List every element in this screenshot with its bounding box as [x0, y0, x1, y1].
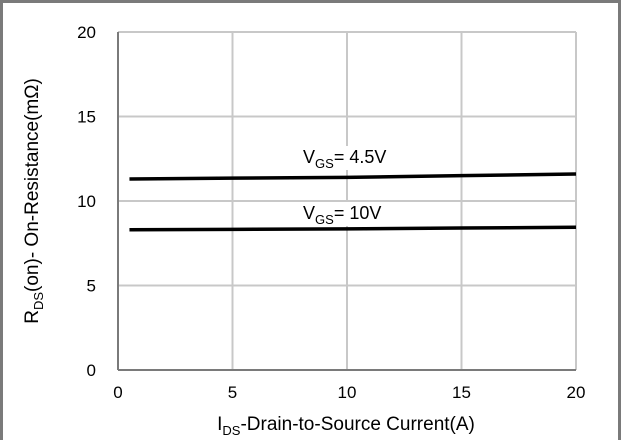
y-axis-title: RDS(on)- On-Resistance(mΩ)	[22, 78, 46, 324]
x-axis-title: IDS-Drain-to-Source Current(A)	[217, 414, 475, 438]
grid	[117, 31, 577, 371]
x-tick-labels: 0 5 10 15 20	[113, 383, 585, 402]
series-label-background-0	[283, 146, 428, 170]
x-tick-label-3: 15	[452, 383, 471, 402]
x-tick-label-4: 20	[567, 383, 586, 402]
y-tick-label-3: 15	[77, 108, 96, 127]
series-label-1: VGS= 10V	[303, 203, 381, 227]
plot-border	[117, 32, 576, 371]
x-tick-label-1: 5	[228, 383, 237, 402]
x-tick-label-2: 10	[338, 383, 357, 402]
series-layer	[129, 172, 577, 232]
series-line-1	[129, 225, 577, 232]
x-tick-label-0: 0	[113, 383, 122, 402]
y-tick-labels: 0 5 10 15 20	[77, 23, 96, 380]
y-tick-label-1: 5	[87, 277, 96, 296]
y-tick-label-0: 0	[87, 361, 96, 380]
series-labels: VGS= 4.5V VGS= 10V	[283, 146, 428, 227]
series-label-background-1	[283, 202, 408, 226]
series-label-0: VGS= 4.5V	[303, 147, 386, 171]
y-tick-label-4: 20	[77, 23, 96, 42]
y-tick-label-2: 10	[77, 192, 96, 211]
series-line-0	[129, 172, 577, 181]
